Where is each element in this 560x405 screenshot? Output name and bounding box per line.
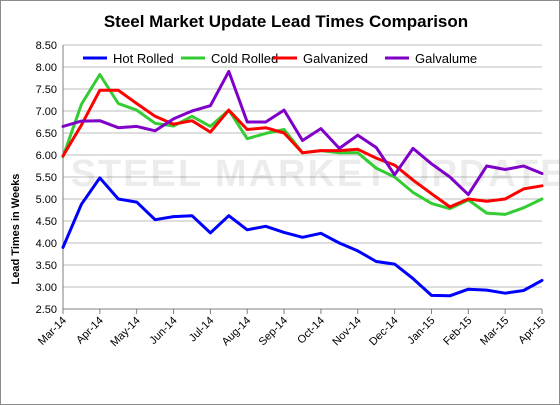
y-tick-label: 7.50 <box>36 84 57 96</box>
x-tick-label: Nov-14 <box>330 315 364 349</box>
x-tick-label: Sep-14 <box>257 315 291 349</box>
y-tick-label: 8.00 <box>36 62 57 74</box>
x-tick-label: Aug-14 <box>220 315 254 349</box>
series-line-galvanized <box>61 88 544 209</box>
y-tick-label: 6.50 <box>36 128 57 140</box>
x-tick-label: Oct-14 <box>295 315 327 347</box>
series-line-hot-rolled <box>61 176 544 298</box>
watermark-text: STEEL MARKET UPDATE <box>71 153 559 195</box>
legend-label: Galvanized <box>303 51 368 66</box>
x-tick-label: Jul-14 <box>187 315 217 345</box>
x-tick-label: Feb-15 <box>441 315 474 348</box>
series-lines <box>61 69 544 298</box>
y-tick-label: 4.00 <box>36 238 57 250</box>
x-tick-label: May-14 <box>108 315 142 349</box>
chart-title: Steel Market Update Lead Times Compariso… <box>104 12 468 31</box>
x-tick-label: Dec-14 <box>367 315 401 349</box>
x-tick-label: Jun-14 <box>147 315 179 347</box>
y-tick-label: 8.50 <box>36 40 57 52</box>
y-axis-label: Lead Times in Weeks <box>10 174 22 285</box>
watermark: STEEL MARKET UPDATE <box>71 153 559 195</box>
x-tick-label: Mar-14 <box>36 315 69 348</box>
series-line-galvalume <box>61 69 544 197</box>
x-tick-label: Mar-15 <box>478 315 511 348</box>
legend: Hot Rolled Cold Rolled Galvanized Galvalume <box>83 51 477 66</box>
y-tick-label: 6.00 <box>36 150 57 162</box>
x-tick-label: Apr-15 <box>516 315 548 347</box>
legend-label: Hot Rolled <box>113 51 174 66</box>
legend-label: Galvalume <box>415 51 477 66</box>
y-tick-label: 3.00 <box>36 282 57 294</box>
y-tick-label: 2.50 <box>36 304 57 316</box>
legend-label: Cold Rolled <box>211 51 278 66</box>
x-tick-label: Apr-14 <box>74 315 106 347</box>
y-tick-label: 7.00 <box>36 106 57 118</box>
y-tick-label: 3.50 <box>36 260 57 272</box>
x-tick-label: Jan-15 <box>405 315 437 347</box>
grid-lines <box>63 44 542 310</box>
y-tick-label: 5.50 <box>36 172 57 184</box>
y-tick-label: 5.00 <box>36 194 57 206</box>
y-tick-label: 4.50 <box>36 216 57 228</box>
